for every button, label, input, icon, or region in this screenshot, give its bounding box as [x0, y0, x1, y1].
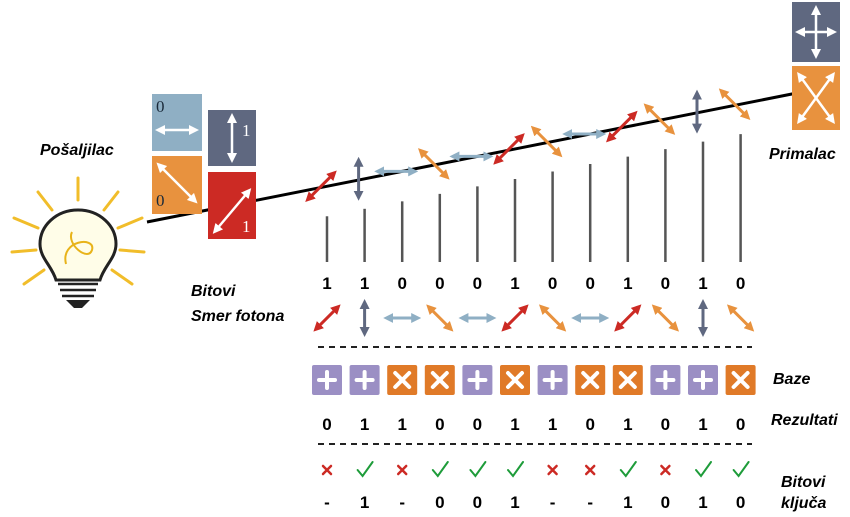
result-bit: 1	[548, 415, 557, 434]
result-bit: 0	[435, 415, 444, 434]
photon-direction-arrow	[426, 304, 454, 332]
result-bit: 0	[473, 415, 482, 434]
sender-bit: 0	[397, 274, 406, 293]
match-marks-row	[321, 461, 750, 478]
cross-glyph	[618, 371, 637, 389]
photon-direction-row	[313, 299, 755, 337]
sender-bit: 1	[360, 274, 369, 293]
results-label: Rezultati	[771, 412, 838, 429]
plus-glyph	[317, 370, 337, 390]
photon-direction-arrow	[614, 304, 642, 332]
key-bit: -	[550, 493, 556, 512]
result-bit: 0	[322, 415, 331, 434]
beam-photon-arrow	[305, 170, 337, 203]
results-row: 0 1 1 0 0 1 1 0 1 0 1 0	[322, 415, 745, 434]
sender-label: Pošaljilac	[40, 142, 114, 159]
sender-bit: 1	[623, 274, 632, 293]
cross-glyph	[731, 371, 750, 389]
beam-photons	[305, 88, 751, 203]
bases-label: Baze	[773, 371, 811, 388]
sender-bit: 1	[510, 274, 519, 293]
result-bit: 1	[623, 415, 632, 434]
check-icon	[356, 461, 374, 478]
photon-direction-arrow	[726, 304, 755, 332]
sender-legend-digit-1: 1	[242, 121, 251, 140]
key-bit: 1	[698, 493, 707, 512]
x-mark-icon	[547, 464, 558, 476]
sender-bit: 0	[661, 274, 670, 293]
cross-glyph	[430, 371, 449, 389]
result-bit: 0	[736, 415, 745, 434]
sender-legend-digit-2: 0	[156, 191, 165, 210]
result-bit: 0	[661, 415, 670, 434]
receiver-label: Primalac	[769, 146, 836, 163]
plus-glyph	[467, 370, 488, 390]
result-bit: 1	[698, 415, 707, 434]
receiver-basis-legend	[792, 2, 840, 130]
bits-label: Bitovi	[191, 283, 236, 300]
cross-glyph	[581, 371, 600, 389]
key-bit: 0	[473, 493, 482, 512]
sender-bits-row: 1 1 0 0 0 1 0 0 1 0 1 0	[322, 274, 745, 293]
check-icon	[469, 461, 487, 478]
key-bit: 1	[510, 493, 519, 512]
beam-photon-arrow	[606, 110, 638, 143]
result-bit: 1	[360, 415, 369, 434]
key-bit: 0	[435, 493, 444, 512]
sender-bit: 0	[585, 274, 594, 293]
key-bits-row: - 1 - 0 0 1 - - 1 0 1 0	[324, 493, 745, 512]
key-bit: -	[587, 493, 593, 512]
key-bit: -	[324, 493, 330, 512]
key-bits-label-line2: ključa	[781, 495, 827, 512]
result-bit: 0	[585, 415, 594, 434]
key-bit: 0	[736, 493, 745, 512]
sender-bit: 0	[736, 274, 745, 293]
sender-polarization-legend: 0 1 0 1	[152, 94, 256, 239]
check-icon	[695, 461, 712, 478]
x-mark-icon	[660, 464, 671, 476]
check-icon	[507, 461, 524, 478]
plus-glyph	[542, 370, 563, 390]
photon-direction-arrow	[313, 304, 341, 332]
sender-bit: 0	[548, 274, 557, 293]
x-mark-icon	[321, 464, 333, 476]
check-icon	[732, 461, 750, 478]
photon-direction-arrow	[538, 304, 567, 332]
beam-photon-arrow	[418, 148, 450, 180]
beam-photon-arrow	[493, 133, 525, 165]
check-icon	[619, 461, 637, 478]
plus-glyph	[354, 370, 375, 390]
result-bit: 1	[397, 415, 406, 434]
photon-direction-arrow	[501, 304, 529, 332]
x-mark-icon	[584, 464, 596, 476]
key-bit: 1	[360, 493, 369, 512]
bases-row	[312, 365, 756, 395]
beam-photon-arrow	[530, 125, 563, 158]
check-icon	[431, 461, 449, 478]
sender-bit: 0	[435, 274, 444, 293]
beam-photon-arrow	[643, 103, 676, 135]
light-bulb-icon	[10, 176, 146, 308]
sender-bit: 1	[322, 274, 331, 293]
beam-photon-arrow	[718, 88, 751, 120]
photon-direction-arrow	[651, 304, 680, 332]
key-bit: 1	[623, 493, 632, 512]
sender-legend-digit-3: 1	[242, 217, 251, 236]
key-bit: 0	[661, 493, 670, 512]
sender-legend-digit-0: 0	[156, 97, 165, 116]
plus-glyph	[655, 370, 676, 390]
photon-direction-label: Smer fotona	[191, 308, 285, 325]
cross-glyph	[506, 371, 524, 389]
photon-stems	[325, 134, 742, 262]
cross-glyph	[393, 371, 412, 389]
x-mark-icon	[396, 464, 408, 476]
plus-glyph	[693, 370, 713, 390]
key-bits-label-line1: Bitovi	[781, 474, 826, 491]
sender-bit: 0	[473, 274, 482, 293]
sender-bit: 1	[698, 274, 707, 293]
result-bit: 1	[510, 415, 519, 434]
key-bit: -	[399, 493, 405, 512]
